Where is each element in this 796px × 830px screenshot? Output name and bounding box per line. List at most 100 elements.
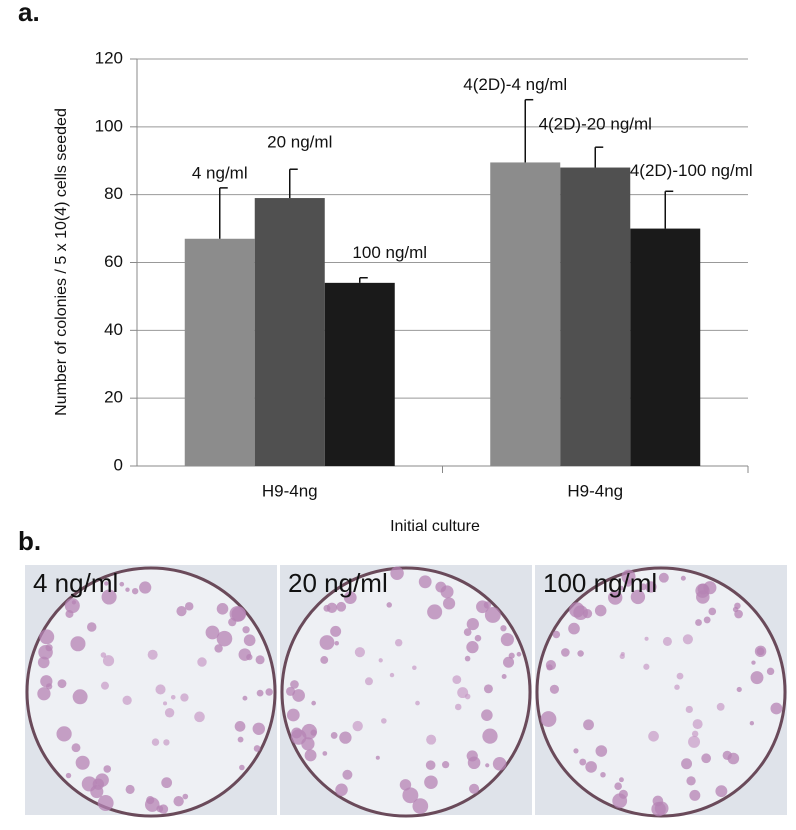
bar [560,167,631,467]
colony [442,597,456,610]
colony [686,776,696,786]
colony [594,604,607,617]
colony [184,602,194,611]
colony [65,772,72,779]
colony [37,656,50,669]
error-bar [359,277,368,283]
colony [692,719,703,730]
bar [630,228,701,466]
panel-label: b. [18,526,41,556]
colony [39,629,55,645]
well [280,566,532,818]
colony [440,585,454,599]
colony [72,689,88,705]
bar-label: 4(2D)-100 ng/ml [630,161,753,180]
colony [569,602,585,618]
colony [286,686,296,696]
colony [701,753,712,764]
colony [573,748,579,754]
colony [469,783,480,794]
colony [579,758,587,766]
colony [682,634,693,645]
colony [399,779,412,791]
y-tick-label: 20 [104,388,123,407]
colony [216,630,233,647]
colony [197,657,207,667]
bar-label: 100 ng/ml [352,243,427,262]
colony [425,760,436,770]
colony [463,628,472,636]
colony [81,776,97,792]
colony [651,801,666,817]
y-tick-label: 100 [95,116,123,135]
colony [703,616,711,624]
colony [163,739,170,746]
bar-label: 4(2D)-4 ng/ml [463,75,567,94]
bar [324,282,395,466]
colony [95,773,109,787]
photo-label: 4 ng/ml [33,568,118,598]
colony [229,605,246,622]
panel-label: a. [18,0,40,27]
colony [695,619,702,626]
colony [139,581,152,594]
colony [585,761,597,773]
colony [618,789,628,799]
colony [716,702,725,711]
colony [546,664,553,671]
colony [412,798,429,814]
colony [466,641,479,654]
colony [237,736,244,743]
colony [57,679,67,689]
colony [205,625,220,640]
colony [336,601,347,612]
colony [474,634,482,642]
colony [147,649,158,660]
colony [239,764,245,771]
colony [501,674,507,679]
colony [619,585,624,591]
colony [736,686,742,693]
colony [644,636,649,641]
colony [122,695,132,705]
colony [255,655,265,665]
colony [131,587,139,595]
colony [163,701,168,706]
y-tick-label: 80 [104,184,123,203]
bar-label: 4(2D)-20 ng/ml [539,115,652,134]
colony [389,672,395,678]
colony [144,797,160,812]
colony [381,718,387,724]
colony [378,658,383,663]
colony [352,720,363,732]
colony [310,729,317,736]
colony [322,751,328,756]
colony [630,589,646,605]
colony [708,607,717,616]
colony [292,689,305,702]
colony [104,581,109,586]
colony [484,607,501,623]
error-bar [664,190,674,229]
colony [311,700,316,706]
colony [619,777,624,783]
colony [645,581,657,593]
colony [100,681,109,690]
colony [253,745,261,752]
error-bar [219,187,228,239]
colony [343,591,357,604]
bar-label: 4 ng/ml [192,163,248,182]
colony [228,618,237,627]
colony [582,609,593,619]
colony [161,777,173,789]
colony [45,644,53,652]
error-bar [594,146,604,168]
colony [97,795,114,811]
colony [119,581,125,587]
y-tick-label: 120 [95,48,123,67]
colony [427,604,443,620]
colony [364,677,373,686]
colony [319,635,335,650]
colony [662,636,672,646]
colony [614,782,622,791]
